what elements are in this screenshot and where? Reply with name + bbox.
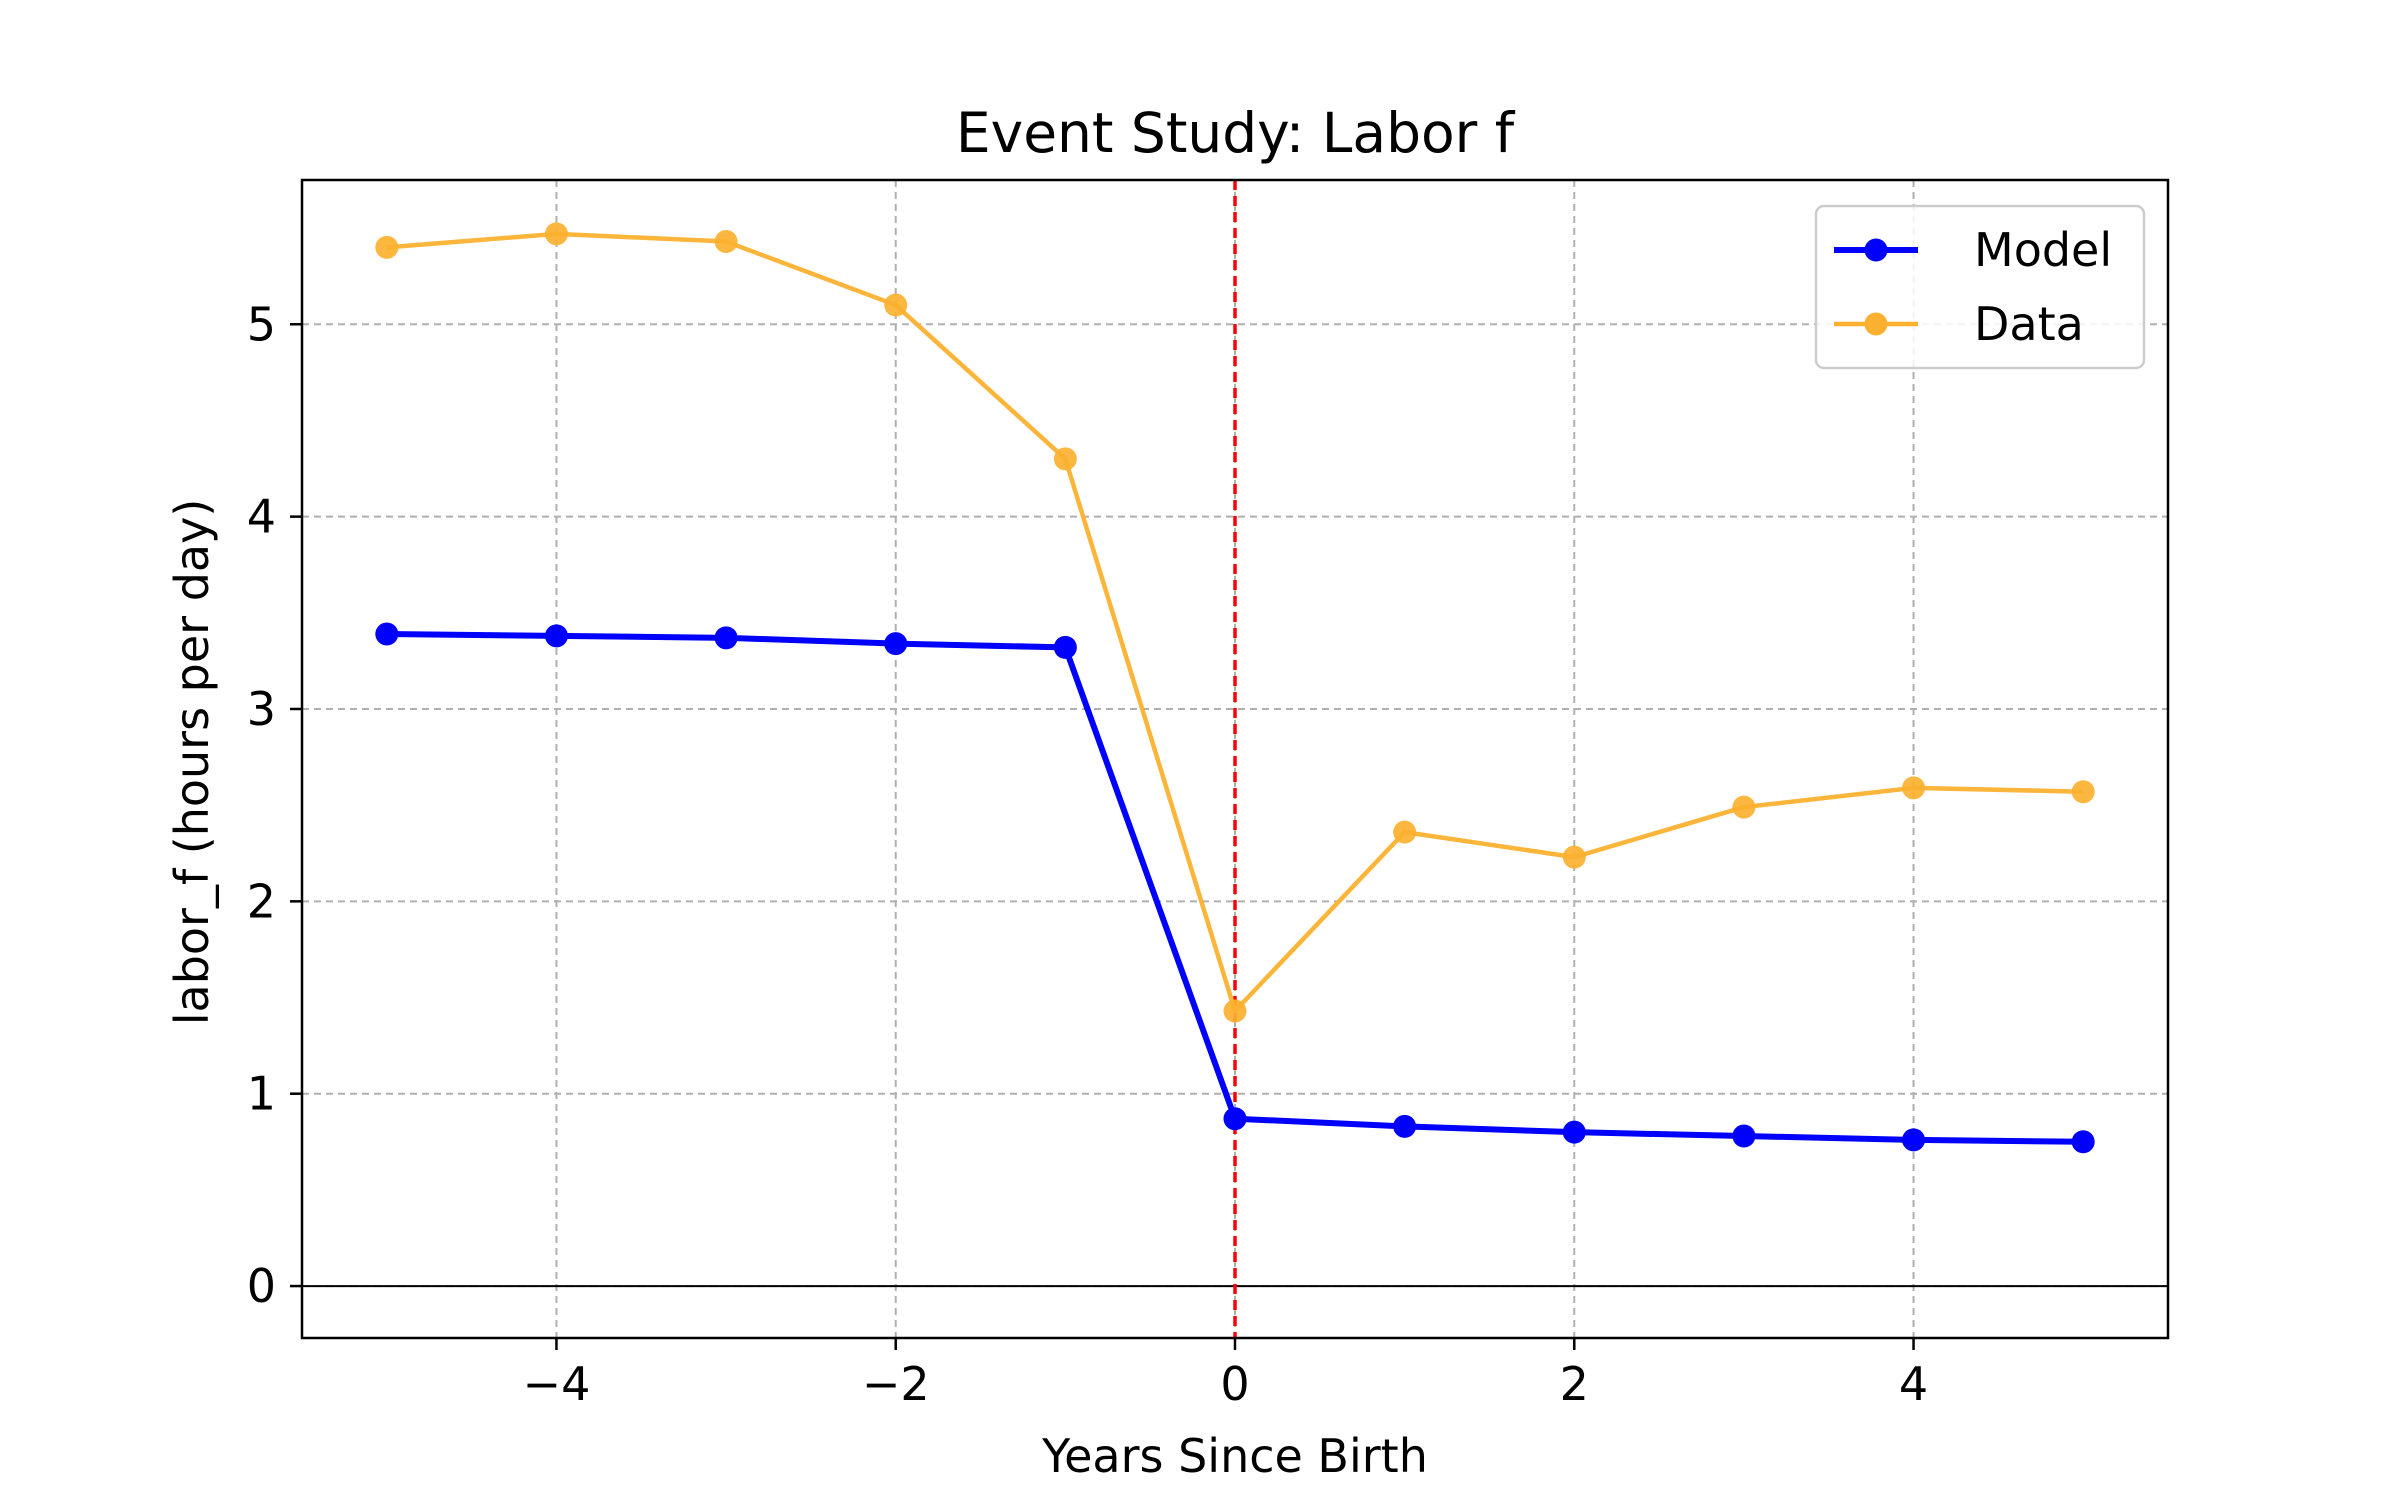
- model-point: [884, 632, 908, 656]
- model-point: [1732, 1124, 1756, 1148]
- model-point: [1902, 1128, 1926, 1152]
- legend-swatch-marker-model: [1864, 238, 1888, 262]
- data-point: [1393, 820, 1417, 844]
- x-tick-label: 2: [1560, 1357, 1589, 1411]
- model-point: [2071, 1130, 2095, 1154]
- model-point: [1562, 1120, 1586, 1144]
- y-tick-label: 5: [247, 297, 276, 351]
- model-point: [714, 626, 738, 650]
- model-point: [1393, 1114, 1417, 1138]
- data-point: [544, 222, 568, 246]
- data-point: [714, 230, 738, 254]
- data-point: [1902, 776, 1926, 800]
- x-tick-label: 0: [1220, 1357, 1249, 1411]
- x-tick-label: −4: [523, 1357, 591, 1411]
- legend-label-data: Data: [1974, 297, 2084, 351]
- y-tick-label: 2: [247, 874, 276, 928]
- legend-swatch-marker-data: [1864, 312, 1888, 336]
- chart-title: Event Study: Labor f: [956, 101, 1516, 165]
- legend-label-model: Model: [1974, 223, 2112, 277]
- legend: Model Data: [1814, 204, 2146, 370]
- model-point: [375, 622, 399, 646]
- data-point: [375, 235, 399, 259]
- tick-layer: −4 −2 0 2 4 0 1 2 3 4 5: [247, 297, 1928, 1411]
- series-layer: [375, 222, 2095, 1154]
- y-axis-label: labor_f (hours per day): [165, 499, 219, 1026]
- x-axis-label: Years Since Birth: [1041, 1429, 1428, 1483]
- y-tick-label: 0: [247, 1259, 276, 1313]
- data-point: [884, 293, 908, 317]
- data-point: [1223, 999, 1247, 1023]
- legend-box: [1814, 204, 2146, 370]
- model-point: [1223, 1107, 1247, 1131]
- series-model: [375, 622, 2095, 1154]
- data-point: [2071, 780, 2095, 804]
- data-point: [1053, 447, 1077, 471]
- y-tick-label: 4: [247, 490, 276, 544]
- model-point: [1053, 635, 1077, 659]
- x-tick-label: 4: [1899, 1357, 1928, 1411]
- series-data: [375, 222, 2095, 1023]
- reference-lines: [302, 180, 2168, 1338]
- data-point: [1562, 845, 1586, 869]
- y-tick-label: 3: [247, 682, 276, 736]
- data-point: [1732, 795, 1756, 819]
- y-tick-label: 1: [247, 1067, 276, 1121]
- x-tick-label: −2: [862, 1357, 930, 1411]
- model-point: [544, 624, 568, 648]
